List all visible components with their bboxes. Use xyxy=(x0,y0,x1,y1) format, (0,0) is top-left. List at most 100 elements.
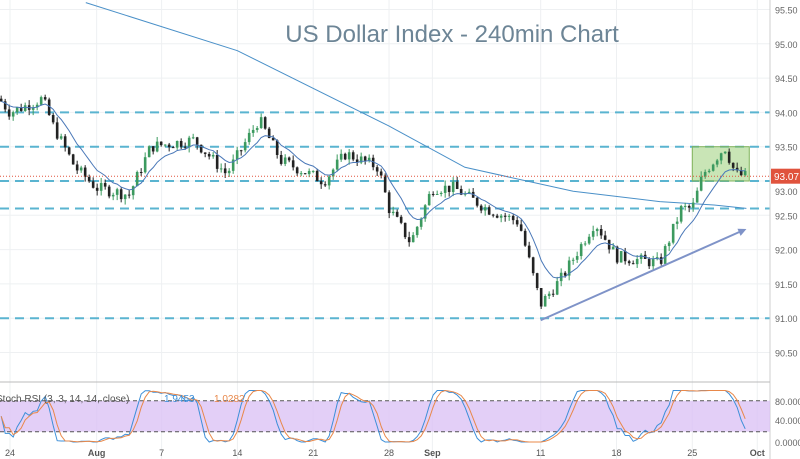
candle-body xyxy=(351,152,355,160)
price-tick-label: 92.00 xyxy=(775,246,798,256)
oscillator-label[interactable]: Stoch RSI (3, 3, 14, 14, close) xyxy=(0,394,129,405)
long-moving-average xyxy=(85,2,747,209)
candle-body xyxy=(195,137,199,145)
candle-body xyxy=(259,117,263,129)
oscillator-tick-label: 0.0000 xyxy=(775,438,800,448)
candle-body xyxy=(295,167,299,174)
candle-body xyxy=(131,186,135,196)
candle-body xyxy=(491,214,495,216)
candles xyxy=(0,94,747,309)
candle-body xyxy=(735,167,739,171)
time-tick-label: 18 xyxy=(611,448,621,458)
candle-body xyxy=(595,228,599,232)
candle-body xyxy=(211,154,215,157)
candle-body xyxy=(663,246,667,264)
candle-body xyxy=(715,160,719,165)
candle-body xyxy=(283,157,287,164)
candle-body xyxy=(671,223,675,243)
price-axis[interactable]: 95.50 95.00 94.50 94.00 93.50 93.00 92.50 92.00… xyxy=(775,6,798,359)
candle-body xyxy=(483,207,487,211)
candle-body xyxy=(575,256,579,260)
candle-body xyxy=(447,185,451,192)
candle-body xyxy=(407,237,411,243)
candle-body xyxy=(499,215,503,218)
candle-body xyxy=(219,168,223,170)
candle-body xyxy=(631,263,635,265)
candle-body xyxy=(555,281,559,295)
candle-body xyxy=(243,142,247,151)
candle-body xyxy=(35,104,39,108)
candle-body xyxy=(403,222,407,238)
candle-body xyxy=(63,136,67,148)
last-price-label: 93.07 xyxy=(774,172,799,183)
candle-body xyxy=(599,228,603,236)
candle-body xyxy=(431,193,435,195)
candle-body xyxy=(103,183,107,187)
candle-body xyxy=(395,211,399,217)
price-tick-label: 94.00 xyxy=(775,108,798,118)
candle-body xyxy=(119,189,123,200)
candle-body xyxy=(495,215,499,218)
price-tick-label: 94.50 xyxy=(775,74,798,84)
candle-body xyxy=(487,207,491,215)
candle-body xyxy=(383,175,387,193)
trendline xyxy=(540,230,741,322)
candle-body xyxy=(435,193,439,195)
candle-body xyxy=(539,288,543,307)
candle-body xyxy=(675,221,679,224)
candle-body xyxy=(255,128,259,130)
candle-body xyxy=(623,251,627,262)
candle-body xyxy=(43,97,47,100)
candle-body xyxy=(307,170,311,175)
candle-body xyxy=(571,259,575,261)
candle-body xyxy=(583,243,587,245)
candle-body xyxy=(635,258,639,265)
candle-body xyxy=(67,147,71,155)
candle-body xyxy=(743,170,747,176)
candle-body xyxy=(55,122,59,139)
candle-body xyxy=(315,170,319,182)
candle-body xyxy=(479,205,483,211)
time-tick-label: 7 xyxy=(159,448,164,458)
candle-body xyxy=(299,173,303,175)
candle-body xyxy=(547,293,551,297)
candle-body xyxy=(187,137,191,148)
candle-body xyxy=(391,211,395,214)
candle-body xyxy=(591,231,595,237)
candle-body xyxy=(279,154,283,164)
oscillator-band xyxy=(0,400,770,432)
candle-body xyxy=(3,101,7,110)
trendline-arrowhead xyxy=(737,228,747,236)
candle-body xyxy=(427,193,431,206)
candle-body xyxy=(87,177,91,182)
candle-body xyxy=(531,257,535,274)
horizontal-levels xyxy=(0,111,770,320)
candle-body xyxy=(51,115,55,123)
candle-body xyxy=(191,137,195,139)
price-tick-label: 93.50 xyxy=(775,143,798,153)
candle-body xyxy=(47,99,51,116)
price-tick-label: 95.50 xyxy=(775,6,798,16)
candle-body xyxy=(411,235,415,243)
candle-body xyxy=(359,156,363,163)
candle-body xyxy=(327,176,331,186)
candle-body xyxy=(75,164,79,171)
price-tick-label: 90.50 xyxy=(775,349,798,359)
candle-body xyxy=(739,170,743,176)
candle-body xyxy=(379,171,383,176)
candle-body xyxy=(111,194,115,197)
time-axis[interactable]: 24 Aug 7 14 21 28 Sep 11 18 25 Oct xyxy=(5,448,765,458)
candle-body xyxy=(511,215,515,221)
candle-body xyxy=(115,189,119,195)
time-tick-label: 25 xyxy=(687,448,697,458)
candle-body xyxy=(183,146,187,148)
time-tick-label: Aug xyxy=(88,448,106,458)
time-tick-label: Oct xyxy=(750,448,765,458)
time-tick-label: 11 xyxy=(536,448,545,458)
candle-body xyxy=(303,173,307,175)
candle-body xyxy=(199,144,203,153)
candle-body xyxy=(519,224,523,231)
candle-body xyxy=(159,141,163,146)
candle-body xyxy=(627,261,631,264)
